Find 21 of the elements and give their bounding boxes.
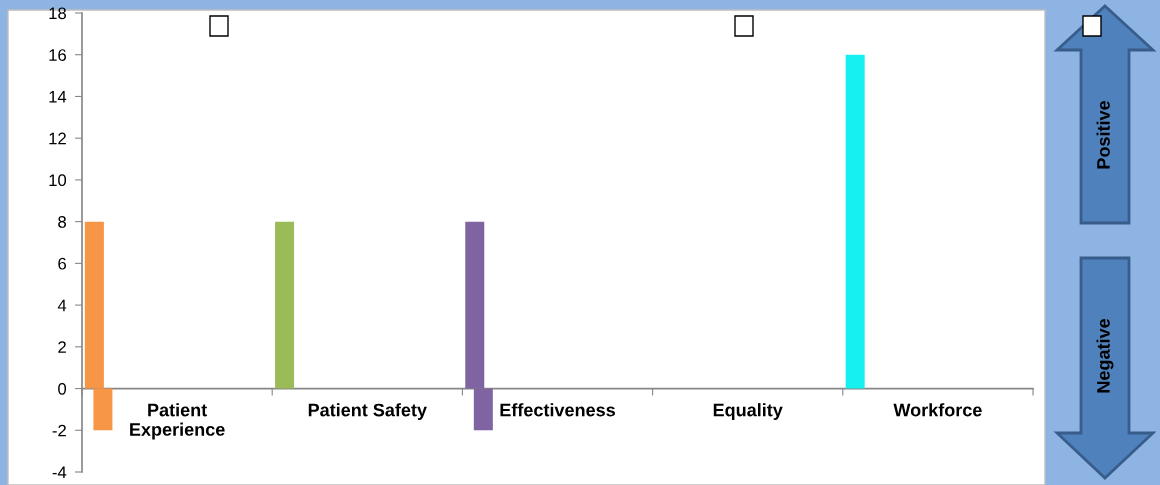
y-tick-label: 8 (58, 216, 66, 228)
x-tick-label: Effectiveness (500, 403, 615, 417)
y-tick-label: 6 (58, 257, 66, 270)
y-tick-label: 4 (57, 299, 67, 312)
bar (845, 54, 865, 389)
y-tick-label: -2 (52, 424, 66, 437)
y-tick-label: 12 (49, 132, 66, 145)
x-tick-label: Patient Experience (130, 403, 225, 440)
y-tick-label: 0 (58, 382, 67, 395)
bar (275, 221, 295, 389)
y-tick-label: -4 (52, 466, 67, 479)
x-tick-label: Workforce (893, 403, 982, 417)
y-tick-label: 16 (49, 49, 66, 61)
text: Negative (1096, 318, 1114, 393)
text: Positive (1096, 100, 1110, 169)
x-tick-label: Patient Safety (308, 403, 427, 420)
y-tick-label: 18 (49, 7, 66, 20)
y-tick-label: 10 (49, 174, 67, 187)
y-tick-label: 14 (49, 91, 67, 103)
y-tick-label: 2 (58, 341, 66, 353)
x-tick-label: Equality (713, 403, 783, 420)
